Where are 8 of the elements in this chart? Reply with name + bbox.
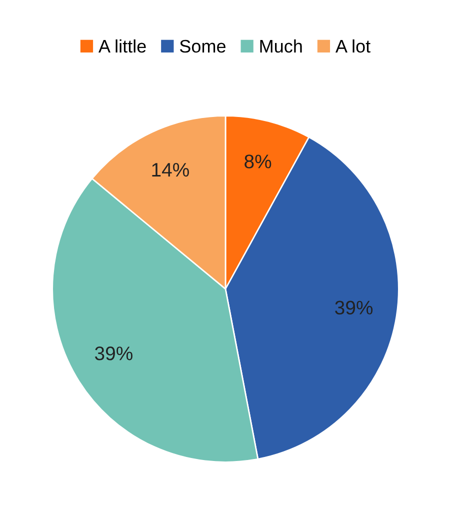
data-label: 39% <box>335 300 373 314</box>
data-label: 8% <box>244 154 272 168</box>
data-label: 14% <box>152 162 189 177</box>
legend-label: A little <box>98 39 146 53</box>
legend-label: A lot <box>335 39 370 53</box>
legend-label: Much <box>260 39 302 53</box>
legend-label: Some <box>180 40 226 53</box>
data-label: 39% <box>94 346 132 360</box>
